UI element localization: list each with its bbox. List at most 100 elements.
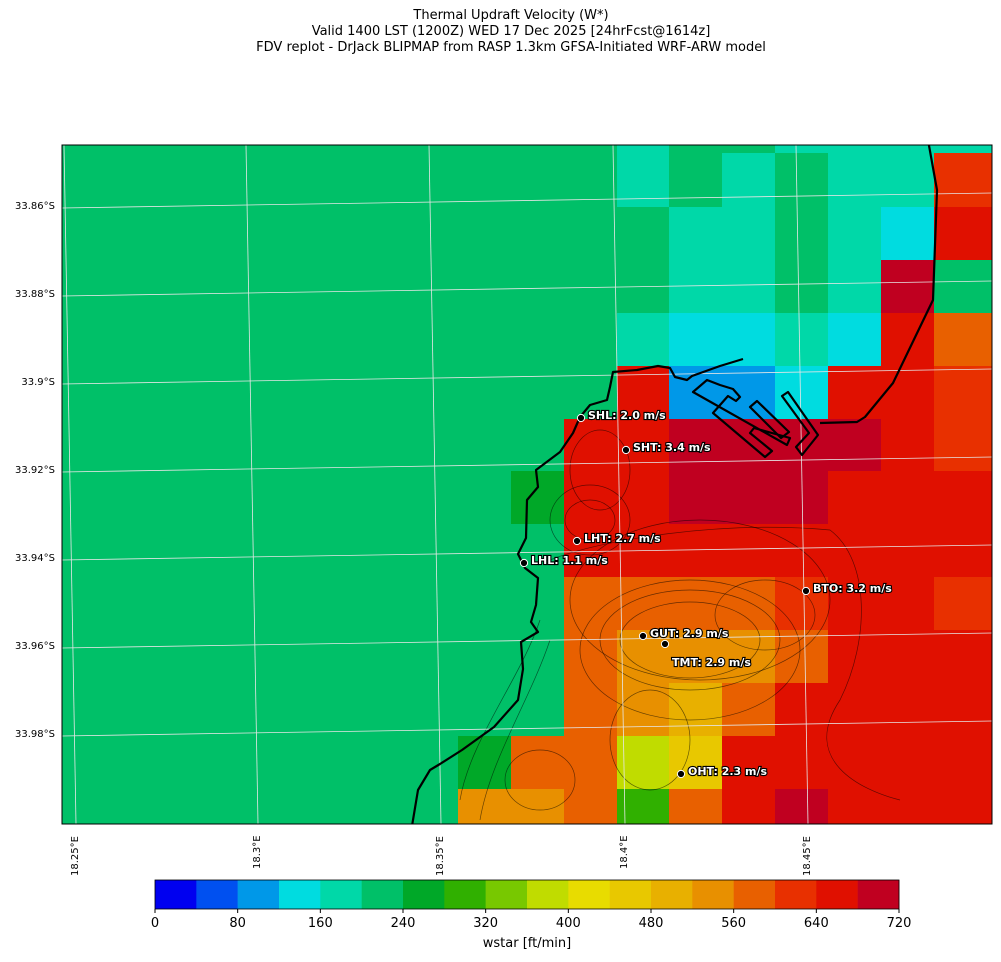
colorbar-tick-label: 160 xyxy=(307,916,333,931)
field-cell xyxy=(828,524,882,578)
field-cell xyxy=(828,153,882,208)
coastline xyxy=(411,145,939,824)
field-cell xyxy=(669,577,723,631)
field-cell xyxy=(458,145,512,154)
station-marker[interactable] xyxy=(621,445,631,455)
field-cell xyxy=(617,207,670,261)
lon-label: 18.35°E xyxy=(435,836,446,876)
field-cell xyxy=(934,524,992,578)
station-marker[interactable] xyxy=(576,413,586,423)
field-cell xyxy=(458,366,512,420)
colorbar-tick-label: 400 xyxy=(555,916,581,931)
lat-label: 33.88°S xyxy=(15,289,55,300)
field-cell xyxy=(934,366,992,420)
field-cell xyxy=(828,313,882,367)
field-cell xyxy=(828,683,882,737)
field-cell xyxy=(828,577,882,631)
field-cell xyxy=(881,577,935,631)
field-cell xyxy=(564,577,618,631)
field-cell xyxy=(564,736,618,790)
station-marker[interactable] xyxy=(572,536,582,546)
field-cell xyxy=(511,419,565,472)
field-cell xyxy=(934,419,992,472)
station-label: SHT: 3.4 m/s xyxy=(633,441,711,454)
lon-label: 18.3°E xyxy=(252,835,263,869)
field-cell xyxy=(881,789,935,824)
field-cell xyxy=(669,524,723,578)
colorbar-swatch xyxy=(155,880,197,909)
lat-label: 33.98°S xyxy=(15,729,55,740)
station-marker[interactable] xyxy=(676,769,686,779)
field-cell xyxy=(458,313,512,367)
colorbar-swatch xyxy=(361,880,404,909)
field-cell xyxy=(775,683,829,737)
colorbar-swatch xyxy=(196,880,238,909)
field-cell xyxy=(881,630,935,684)
field-cell xyxy=(669,683,723,737)
field-cell xyxy=(669,207,723,261)
station-marker[interactable] xyxy=(638,631,648,641)
field-cell xyxy=(881,153,935,208)
colorbar-swatch xyxy=(444,880,486,909)
field-cell xyxy=(617,736,670,790)
field-cell xyxy=(828,736,882,790)
field-cell xyxy=(881,683,935,737)
colorbar-swatch xyxy=(609,880,652,909)
station-marker[interactable] xyxy=(801,586,811,596)
station-marker[interactable] xyxy=(660,639,670,649)
station-label: LHT: 2.7 m/s xyxy=(584,532,661,545)
title-line-2: Valid 1400 LST (1200Z) WED 17 Dec 2025 [… xyxy=(311,24,711,39)
field-cell xyxy=(617,145,670,154)
colorbar-tick-label: 80 xyxy=(229,916,246,931)
field-cell xyxy=(881,145,935,154)
title-line-1: Thermal Updraft Velocity (W*) xyxy=(413,8,609,23)
field-cell xyxy=(511,630,565,684)
field-cell xyxy=(511,207,565,261)
colorbar-swatch xyxy=(485,880,528,909)
field-cell xyxy=(458,419,512,472)
lat-label: 33.9°S xyxy=(21,377,55,388)
colorbar-swatch xyxy=(692,880,734,909)
field-cell xyxy=(722,577,776,631)
field-cell xyxy=(828,366,882,420)
field-cell xyxy=(934,789,992,824)
field-cell xyxy=(669,260,723,314)
station-marker[interactable] xyxy=(519,558,529,568)
colorbar-label: wstar [ft/min] xyxy=(482,936,572,951)
station-label: BTO: 3.2 m/s xyxy=(813,582,892,595)
field-cell xyxy=(617,577,670,631)
field-cell xyxy=(458,789,512,824)
field-cell xyxy=(669,313,723,367)
field-cell xyxy=(934,577,992,631)
field-cell xyxy=(405,145,459,154)
field-cell xyxy=(881,736,935,790)
field-cell xyxy=(564,630,618,684)
field-cell xyxy=(405,153,459,208)
field-cell xyxy=(617,471,670,525)
field-cell xyxy=(881,524,935,578)
field-cell xyxy=(775,145,829,154)
field-cell xyxy=(775,260,829,314)
field-cell xyxy=(934,683,992,737)
field-cell xyxy=(934,630,992,684)
field-cell xyxy=(828,260,882,314)
field-cell xyxy=(511,736,565,790)
colorbar-swatch xyxy=(816,880,858,909)
field-cell xyxy=(511,145,565,154)
field-cell xyxy=(458,577,512,631)
field-cell xyxy=(564,683,618,737)
lat-label: 33.94°S xyxy=(15,553,55,564)
field-cell xyxy=(511,153,565,208)
colorbar-swatch xyxy=(733,880,776,909)
field-cell xyxy=(511,260,565,314)
field-cell xyxy=(828,630,882,684)
field-cell xyxy=(405,471,459,525)
field-cell xyxy=(458,207,512,261)
field-cell xyxy=(722,683,776,737)
field-cell xyxy=(617,789,670,824)
field-cell xyxy=(881,313,935,367)
field-cell xyxy=(775,630,829,684)
colorbar-swatch xyxy=(568,880,610,909)
field-cell xyxy=(722,145,776,154)
